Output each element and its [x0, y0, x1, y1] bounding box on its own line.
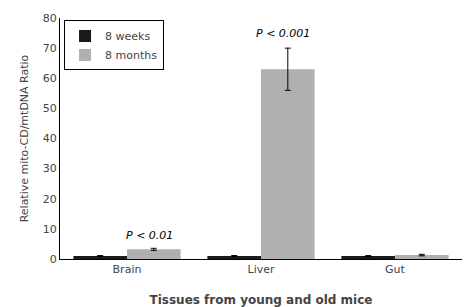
svg-text:40: 40 — [43, 132, 57, 145]
svg-text:Liver: Liver — [248, 263, 275, 276]
svg-text:80: 80 — [43, 12, 57, 25]
svg-text:50: 50 — [43, 102, 57, 115]
svg-text:P < 0.01: P < 0.01 — [126, 229, 173, 242]
svg-text:8 months: 8 months — [105, 49, 157, 62]
svg-text:20: 20 — [43, 193, 57, 206]
svg-text:8 weeks: 8 weeks — [105, 30, 150, 43]
svg-text:P < 0.001: P < 0.001 — [256, 27, 310, 40]
svg-text:Tissues from young and old mic: Tissues from young and old mice — [150, 293, 373, 307]
svg-text:30: 30 — [43, 162, 57, 175]
svg-text:Brain: Brain — [113, 263, 142, 276]
svg-text:Gut: Gut — [385, 263, 405, 276]
svg-text:60: 60 — [43, 72, 57, 85]
svg-text:70: 70 — [43, 42, 57, 55]
svg-text:0: 0 — [50, 253, 57, 266]
svg-text:10: 10 — [43, 223, 57, 236]
svg-text:Relative mito-CD/mtDNA Ratio: Relative mito-CD/mtDNA Ratio — [18, 54, 31, 222]
